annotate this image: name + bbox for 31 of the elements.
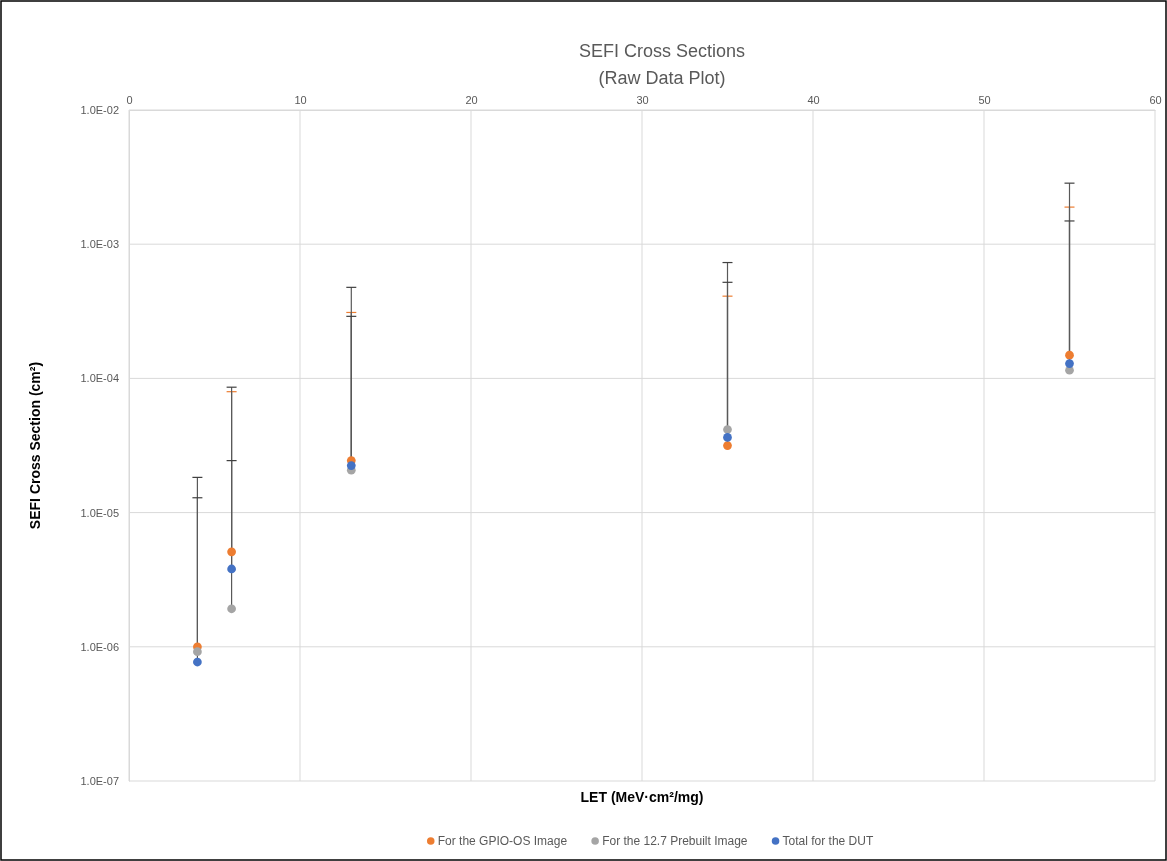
point (227, 547, 236, 557)
point (1065, 350, 1074, 360)
point (723, 425, 732, 434)
x-tick-label: 50 (978, 94, 991, 106)
point (1065, 359, 1074, 368)
chart-title: SEFI Cross Sections (578, 41, 746, 61)
point (193, 647, 202, 657)
legend-label: For the GPIO-OS Image (437, 834, 568, 848)
legend-label: Total for the DUT (782, 834, 874, 848)
point (227, 604, 236, 614)
x-tick-label: 20 (465, 94, 478, 106)
chart-subtitle: (Raw Data Plot) (598, 68, 726, 88)
x-tick-label: 30 (636, 94, 649, 106)
x-axis-title: LET (MeV·cm²/mg) (580, 789, 704, 805)
y-tick-label: 1.0E-02 (80, 104, 119, 117)
x-tick-label: 40 (807, 94, 820, 106)
x-tick-label: 10 (294, 94, 307, 106)
y-tick-label: 1.0E-04 (80, 372, 119, 385)
point (723, 441, 732, 450)
x-tick-label: 0 (126, 94, 133, 106)
point (723, 433, 732, 442)
y-tick-label: 1.0E-05 (80, 506, 119, 519)
point (227, 564, 236, 574)
y-tick-label: 1.0E-07 (80, 775, 119, 788)
point (346, 461, 356, 470)
y-tick-label: 1.0E-06 (80, 640, 119, 653)
point (193, 657, 202, 667)
y-tick-label: 1.0E-03 (80, 238, 119, 251)
y-axis-title: SEFI Cross Section (cm²) (27, 361, 43, 530)
legend-label: For the 12.7 Prebuilt Image (602, 834, 748, 848)
x-tick-label: 60 (1149, 94, 1162, 106)
